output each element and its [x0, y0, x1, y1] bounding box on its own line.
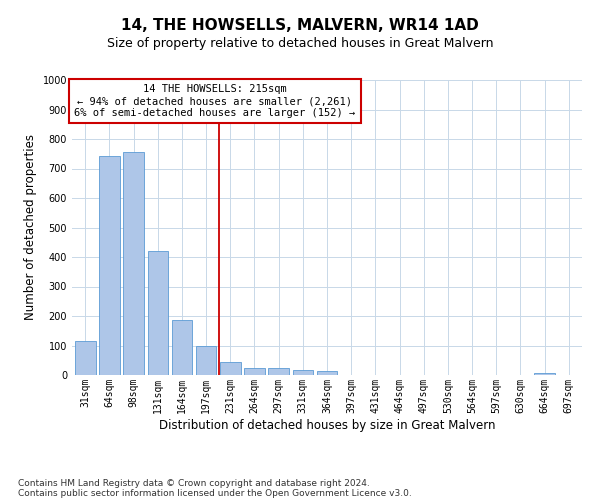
Bar — [148, 251, 168, 375]
Bar — [75, 341, 95, 375]
Bar — [244, 368, 265, 375]
X-axis label: Distribution of detached houses by size in Great Malvern: Distribution of detached houses by size … — [159, 418, 495, 432]
Bar — [268, 368, 289, 375]
Y-axis label: Number of detached properties: Number of detached properties — [24, 134, 37, 320]
Bar — [220, 362, 241, 375]
Bar — [293, 370, 313, 375]
Bar — [172, 320, 192, 375]
Text: 14, THE HOWSELLS, MALVERN, WR14 1AD: 14, THE HOWSELLS, MALVERN, WR14 1AD — [121, 18, 479, 32]
Text: Contains HM Land Registry data © Crown copyright and database right 2024.: Contains HM Land Registry data © Crown c… — [18, 478, 370, 488]
Text: Contains public sector information licensed under the Open Government Licence v3: Contains public sector information licen… — [18, 488, 412, 498]
Text: Size of property relative to detached houses in Great Malvern: Size of property relative to detached ho… — [107, 38, 493, 51]
Bar — [196, 346, 217, 375]
Bar — [534, 372, 555, 375]
Bar — [124, 152, 144, 375]
Bar — [99, 156, 120, 375]
Text: 14 THE HOWSELLS: 215sqm
← 94% of detached houses are smaller (2,261)
6% of semi-: 14 THE HOWSELLS: 215sqm ← 94% of detache… — [74, 84, 355, 117]
Bar — [317, 370, 337, 375]
